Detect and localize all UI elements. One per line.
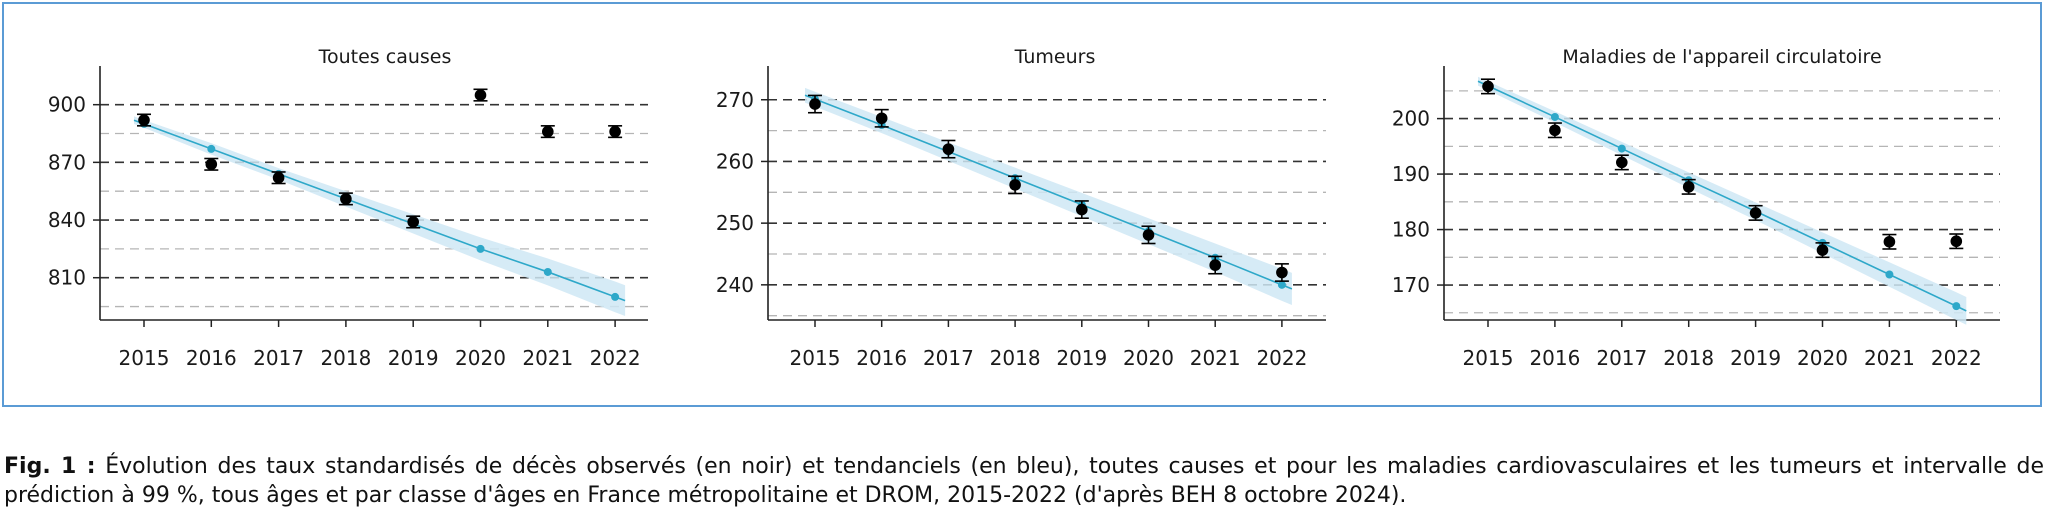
observed-point: [407, 216, 420, 228]
chart-title: Tumeurs: [1014, 46, 1096, 68]
x-tick-label: 2016: [1529, 346, 1580, 370]
x-tick-label: 2022: [590, 346, 641, 370]
observed-point: [809, 98, 821, 110]
y-tick-label: 260: [716, 149, 754, 173]
observed-point: [1682, 181, 1695, 193]
chart-toutes-causes: Toutes causes 810 840 870 900 2015 2016 2017 201…: [48, 46, 648, 370]
observed-point: [609, 125, 621, 138]
trend-point: [207, 144, 216, 153]
chart-title: Maladies de l'appareil circulatoire: [1562, 46, 1881, 68]
y-tick-label: 270: [716, 88, 754, 112]
observed-point: [272, 171, 285, 184]
y-tick-label: 250: [716, 211, 754, 235]
observed-point: [1883, 235, 1896, 248]
observed-point: [474, 89, 487, 101]
chart-title: Toutes causes: [318, 46, 452, 68]
trend-point: [1885, 270, 1894, 279]
y-tick-label: 900: [48, 93, 86, 117]
chart-maladies-circulatoire: Maladies de l'appareil circulatoire 170 18…: [1392, 46, 2000, 370]
y-tick-label: 180: [1392, 218, 1430, 242]
observed-point: [1076, 203, 1088, 216]
trend-point: [1550, 112, 1559, 121]
x-tick-label: 2021: [522, 346, 573, 370]
observed-point: [1209, 259, 1221, 271]
x-tick-label: 2016: [856, 346, 907, 370]
trend-point: [611, 292, 620, 301]
x-tick-label: 2022: [1931, 346, 1982, 370]
y-tick-label: 870: [48, 150, 86, 174]
x-tick-label: 2020: [1123, 346, 1174, 370]
y-tick-label: 170: [1392, 273, 1430, 297]
x-tick-label: 2020: [455, 346, 506, 370]
y-tick-label: 810: [48, 266, 86, 290]
x-tick-label: 2018: [990, 346, 1041, 370]
observed-point: [205, 158, 218, 171]
observed-point: [942, 143, 955, 155]
x-tick-label: 2015: [119, 346, 170, 370]
observed-point: [1816, 244, 1829, 256]
figure-charts: Toutes causes 810 840 870 900 2015 2016 2017 201…: [48, 46, 2000, 370]
trend-line: [1477, 80, 1967, 312]
x-tick-label: 2015: [1463, 346, 1514, 370]
observed-point: [1749, 207, 1762, 219]
observed-point: [1142, 229, 1155, 241]
observed-point: [1482, 80, 1494, 93]
observed-point: [340, 193, 352, 205]
x-tick-label: 2018: [1663, 346, 1714, 370]
x-tick-label: 2017: [1596, 346, 1647, 370]
y-tick-label: 240: [716, 273, 754, 297]
trend-line: [133, 119, 626, 302]
chart-tumeurs: Tumeurs 240 250 260 270 2015 2016 2017 2018 2019 2…: [716, 46, 1326, 370]
observed-point: [1549, 124, 1561, 137]
y-tick-label: 200: [1392, 107, 1430, 131]
y-tick-label: 840: [48, 208, 86, 232]
x-tick-label: 2019: [1730, 346, 1781, 370]
observed-point: [1950, 235, 1963, 248]
observed-point: [138, 114, 150, 126]
trend-point: [1952, 302, 1961, 311]
trend-point: [543, 267, 552, 276]
x-tick-label: 2019: [1056, 346, 1107, 370]
x-tick-label: 2015: [790, 346, 841, 370]
caption-text: Évolution des taux standardisés de décès…: [4, 454, 2044, 508]
trend-point: [1617, 144, 1626, 153]
y-tick-label: 190: [1392, 162, 1430, 186]
x-tick-label: 2017: [253, 346, 304, 370]
observed-point: [875, 112, 888, 125]
x-tick-label: 2022: [1256, 346, 1307, 370]
trend-line: [804, 94, 1293, 290]
x-tick-label: 2021: [1190, 346, 1241, 370]
prediction-band: [134, 116, 626, 317]
observed-point: [542, 125, 554, 138]
trend-point: [476, 244, 485, 253]
x-tick-label: 2019: [388, 346, 439, 370]
observed-point: [1276, 266, 1288, 279]
x-tick-label: 2016: [186, 346, 237, 370]
x-tick-label: 2018: [320, 346, 371, 370]
x-tick-label: 2020: [1797, 346, 1848, 370]
caption-label: Fig. 1 :: [4, 454, 96, 479]
x-tick-label: 2017: [923, 346, 974, 370]
trend-point: [1277, 280, 1286, 289]
x-tick-label: 2021: [1864, 346, 1915, 370]
observed-point: [1009, 179, 1021, 191]
prediction-band: [1478, 76, 1967, 325]
figure-caption: Fig. 1 : Évolution des taux standardisés…: [4, 452, 2044, 510]
observed-point: [1616, 156, 1628, 169]
